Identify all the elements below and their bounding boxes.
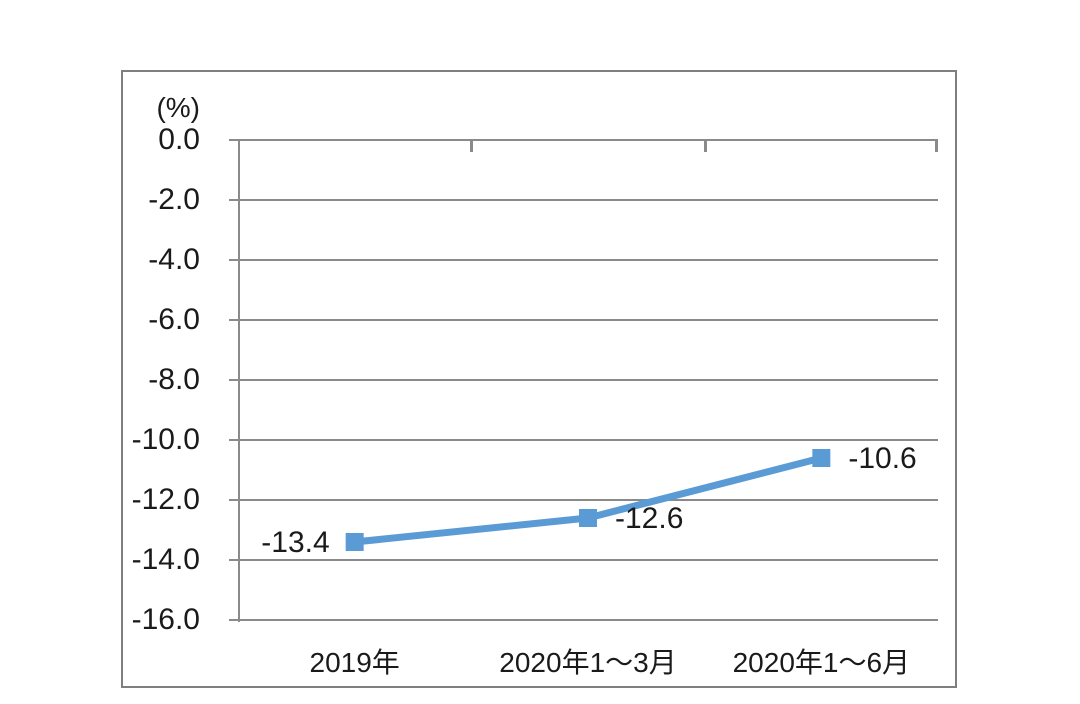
y-gridline: [229, 199, 938, 201]
series-line: [345, 449, 831, 551]
data-point-label: -13.4: [261, 526, 330, 559]
y-gridline: [229, 379, 938, 381]
y-tick-label: -12.0: [131, 483, 200, 516]
y-gridline: [229, 619, 938, 621]
y-gridline: [229, 319, 938, 321]
y-tick-label: -6.0: [148, 303, 200, 336]
data-point-label: -10.6: [848, 442, 917, 475]
y-gridline: [229, 259, 938, 261]
data-point-marker: [812, 449, 831, 467]
y-gridline: [229, 139, 938, 141]
y-tick-label: 0.0: [158, 123, 200, 156]
y-tick-label: -10.0: [131, 423, 200, 456]
chart-frame: (%) 0.0 -2.0 -4.0 -6.0 -8.0 -10.0 -12.0 -14.0 -1…: [121, 70, 957, 688]
data-point-marker: [579, 509, 597, 527]
y-axis-line: [238, 140, 240, 622]
category-boundary-tick: [470, 140, 474, 152]
y-tick-label: -4.0: [148, 243, 200, 276]
axis-end-tick: [935, 140, 938, 152]
data-point-marker: [345, 533, 364, 551]
y-tick-label: -8.0: [148, 363, 200, 396]
y-tick-label: -14.0: [131, 543, 200, 576]
y-axis-unit-label: (%): [156, 92, 200, 123]
y-tick-label: -2.0: [148, 183, 200, 216]
y-gridline: [229, 439, 938, 441]
y-gridline: [229, 559, 938, 561]
x-category-label: 2019年: [309, 647, 400, 678]
y-gridline: [229, 499, 938, 501]
data-point-label: -12.6: [615, 502, 684, 535]
category-boundary-tick: [703, 140, 707, 152]
x-category-label: 2020年1～3月: [499, 647, 677, 678]
x-category-label: 2020年1～6月: [732, 647, 911, 678]
y-tick-label: -16.0: [131, 603, 200, 636]
